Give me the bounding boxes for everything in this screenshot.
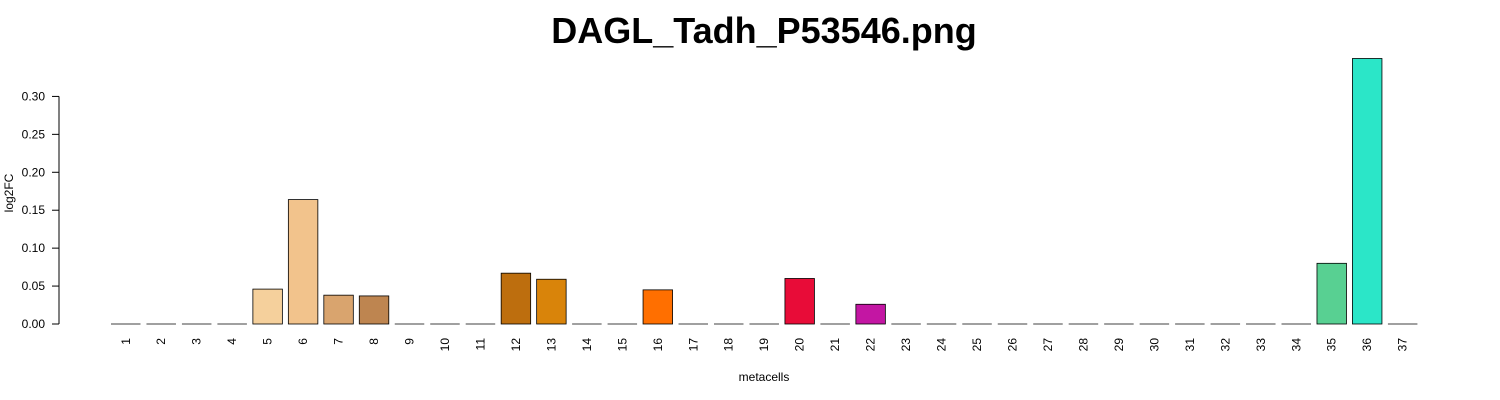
x-tick-label: 7 [332, 338, 346, 345]
x-tick-label: 4 [225, 338, 239, 345]
x-tick-label: 11 [473, 338, 487, 351]
x-tick-label: 26 [1006, 338, 1020, 352]
bar-5 [252, 288, 283, 325]
x-tick-label: 20 [793, 338, 807, 352]
x-tick-label: 34 [1289, 338, 1303, 352]
bar-16 [642, 289, 673, 325]
bar-6 [287, 199, 319, 325]
x-tick-label: 37 [1396, 338, 1410, 352]
x-tick-label: 29 [1112, 338, 1126, 352]
x-tick-label: 23 [899, 338, 913, 352]
x-tick-label: 36 [1360, 338, 1374, 352]
y-tick-label: 0.00 [22, 317, 46, 331]
x-tick-label: 27 [1041, 338, 1055, 352]
x-tick-label: 6 [296, 338, 310, 345]
chart-title: DAGL_Tadh_P53546.png [551, 10, 976, 51]
y-tick-label: 0.25 [22, 127, 46, 141]
x-tick-label: 30 [1147, 338, 1161, 352]
x-tick-label: 19 [757, 338, 771, 352]
x-tick-label: 16 [651, 338, 665, 352]
x-axis-label: metacells [739, 370, 790, 384]
x-tick-labels: 1 2 3 4 5 6 7 8 9 10 11 12 13 14 15 16 17 18 19 20 21 22 23 24 2… [119, 338, 1410, 352]
x-tick-label: 21 [828, 338, 842, 352]
x-tick-label: 5 [261, 338, 275, 345]
y-tick-label: 0.30 [22, 89, 46, 103]
x-tick-label: 8 [367, 338, 381, 345]
y-tick-label: 0.10 [22, 241, 46, 255]
bars [111, 58, 1418, 325]
x-tick-label: 18 [722, 338, 736, 352]
x-tick-label: 10 [438, 338, 452, 352]
y-axis-label: log2FC [2, 173, 16, 212]
x-tick-label: 17 [686, 338, 700, 352]
x-tick-label: 13 [544, 338, 558, 352]
bar-22 [855, 303, 886, 325]
x-tick-label: 35 [1325, 338, 1339, 352]
x-tick-label: 15 [615, 338, 629, 352]
x-tick-label: 9 [403, 338, 417, 345]
bar-12 [500, 272, 532, 325]
y-tick-label: 0.15 [22, 203, 46, 217]
x-tick-label: 33 [1254, 338, 1268, 352]
bar-35 [1316, 262, 1347, 325]
x-tick-label: 32 [1218, 338, 1232, 352]
x-tick-label: 2 [154, 338, 168, 345]
x-tick-label: 1 [119, 338, 133, 345]
x-tick-label: 25 [970, 338, 984, 352]
y-tick-label: 0.20 [22, 165, 46, 179]
x-tick-label: 22 [864, 338, 878, 352]
bar-8 [358, 295, 390, 325]
bar-20 [784, 278, 815, 325]
bar-36 [1352, 58, 1383, 325]
y-tick-label: 0.05 [22, 279, 46, 293]
bar-13 [536, 278, 567, 325]
bar-7 [323, 294, 354, 325]
x-tick-label: 12 [509, 338, 523, 352]
y-axis: 0.00 0.05 0.10 0.15 0.20 0.25 0.30 [22, 89, 60, 331]
x-tick-label: 28 [1076, 338, 1090, 352]
x-tick-label: 14 [580, 338, 594, 352]
x-tick-label: 31 [1183, 338, 1197, 352]
x-tick-label: 24 [935, 338, 949, 352]
x-tick-label: 3 [190, 338, 204, 345]
